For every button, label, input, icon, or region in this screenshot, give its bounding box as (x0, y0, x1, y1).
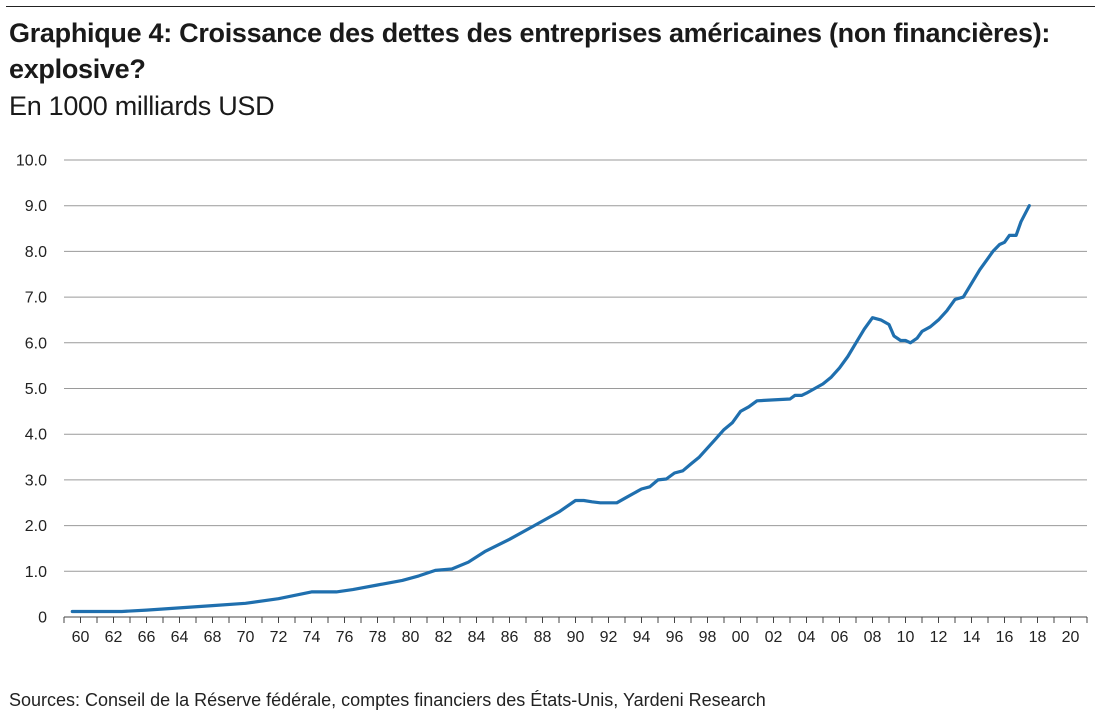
x-tick-label: 62 (105, 629, 123, 646)
y-tick-label: 4.0 (25, 427, 47, 444)
x-tick-label: 78 (369, 629, 387, 646)
x-axis: 60 62 66 64 68 70 72 74 76 78 80 82 84 86 88 90 92 94 96 98… (63, 616, 1088, 646)
y-tick-label: 2.0 (25, 518, 47, 535)
debt-line-chart: 01.02.03.04.05.06.07.08.09.010.0 60 62 66 6… (16, 153, 1088, 646)
x-tick-label: 96 (666, 629, 684, 646)
chart-title: Graphique 4: Croissance des dettes des e… (9, 18, 1051, 84)
y-tick-label: 8.0 (25, 244, 47, 261)
x-tick-label: 68 (204, 629, 222, 646)
x-tick-label: 92 (600, 629, 618, 646)
x-tick-label: 10 (897, 629, 915, 646)
gridlines (64, 159, 1087, 618)
x-tick-label: 20 (1062, 629, 1080, 646)
x-tick-label: 82 (435, 629, 453, 646)
top-rule (6, 6, 1095, 7)
x-tick-label: 06 (831, 629, 849, 646)
x-tick-label: 84 (468, 629, 486, 646)
x-tick-label: 60 (72, 629, 90, 646)
x-tick-label: 08 (864, 629, 882, 646)
y-tick-label: 1.0 (25, 564, 47, 581)
x-tick-label: 74 (303, 629, 321, 646)
x-tick-label: 72 (270, 629, 288, 646)
y-tick-label: 7.0 (25, 290, 47, 307)
y-tick-label: 5.0 (25, 381, 47, 398)
y-tick-label: 0 (38, 610, 47, 627)
x-tick-label: 18 (1029, 629, 1047, 646)
y-tick-labels: 0 1.0 2.0 3.0 4.0 5.0 6.0 7.0 8.0 9.0 10.0 (16, 153, 47, 627)
x-tick-label: 16 (996, 629, 1014, 646)
x-tick-label: 02 (765, 629, 783, 646)
debt-series-line (70, 204, 1031, 614)
x-tick-label: 90 (567, 629, 585, 646)
y-tick-label: 10.0 (16, 153, 47, 170)
y-tick-label: 9.0 (25, 198, 47, 215)
source-note: Sources: Conseil de la Réserve fédérale,… (9, 690, 766, 710)
x-tick-label: 94 (633, 629, 651, 646)
x-tick-label: 76 (336, 629, 354, 646)
x-tick-label: 86 (501, 629, 519, 646)
x-tick-label: 66 (138, 629, 156, 646)
x-tick-label: 00 (732, 629, 750, 646)
y-tick-label: 6.0 (25, 335, 47, 352)
x-tick-label: 70 (237, 629, 255, 646)
series-layer (70, 204, 1031, 614)
x-tick-label: 64 (171, 629, 189, 646)
x-tick-label: 14 (963, 629, 981, 646)
x-tick-label: 04 (798, 629, 816, 646)
x-tick-label: 80 (402, 629, 420, 646)
x-tick-label: 88 (534, 629, 552, 646)
x-tick-label: 12 (930, 629, 948, 646)
chart-subtitle: En 1000 milliards USD (9, 91, 275, 121)
y-tick-label: 3.0 (25, 472, 47, 489)
x-tick-label: 98 (699, 629, 717, 646)
